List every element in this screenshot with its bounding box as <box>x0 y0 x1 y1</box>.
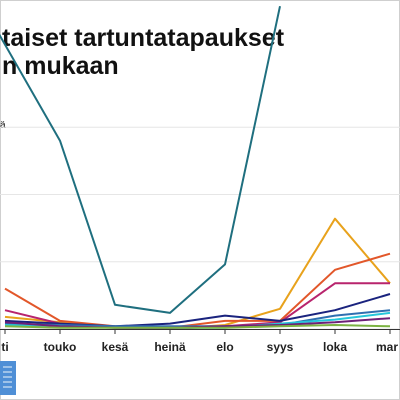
series-lines <box>0 5 400 330</box>
x-tick-label: kesä <box>102 340 129 354</box>
x-tick-label: elo <box>216 340 233 354</box>
x-tick-label: syys <box>267 340 294 354</box>
series-line-1 <box>0 5 281 314</box>
logo-badge-icon <box>0 361 16 395</box>
series-line-5 <box>4 293 391 328</box>
series-line-3 <box>4 252 391 329</box>
x-tick-label: ti <box>1 340 8 354</box>
legend-fragment: ä <box>0 120 6 131</box>
x-tick-label: mar <box>376 340 398 354</box>
gridlines <box>0 126 400 330</box>
x-axis-ticks: ti touko kesä heinä elo syys loka mar <box>1 329 398 354</box>
x-tick-label: touko <box>44 340 77 354</box>
chart-title: taiset tartuntatapaukset n mukaan <box>2 24 285 80</box>
series-line-9 <box>4 324 391 329</box>
x-tick-label: heinä <box>154 340 186 354</box>
x-tick-label: loka <box>323 340 347 354</box>
series-line-2 <box>4 217 391 330</box>
